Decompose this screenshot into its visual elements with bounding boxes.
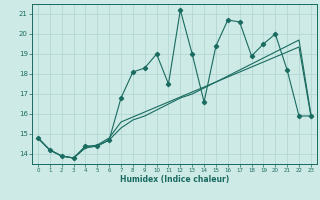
X-axis label: Humidex (Indice chaleur): Humidex (Indice chaleur) (120, 175, 229, 184)
